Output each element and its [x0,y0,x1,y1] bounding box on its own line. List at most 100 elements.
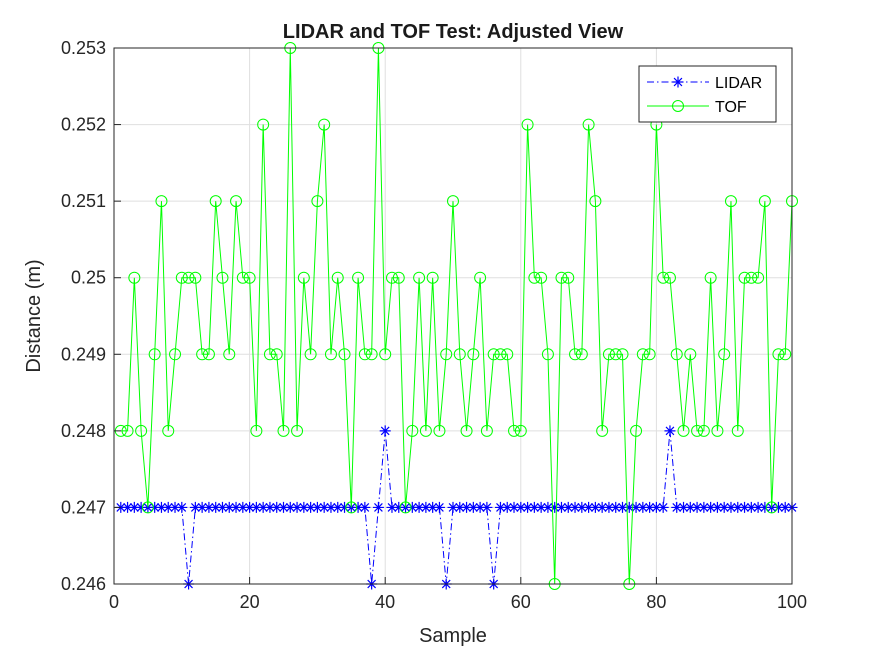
ticks: 0 20 40 60 80 100 0.246 0.247 0.248 0.249 0.25 0.25… [61,38,807,612]
data-point-lidar [122,501,134,513]
data-point-lidar [623,501,635,513]
data-point-lidar [467,501,479,513]
data-point-tof [704,271,717,284]
data-point-lidar [433,501,445,513]
data-point-tof [440,348,453,361]
data-point-lidar [461,501,473,513]
data-point-tof [494,348,507,361]
data-point-tof [582,118,595,131]
data-point-tof [209,195,222,208]
data-point-tof [331,271,344,284]
data-point-tof [718,348,731,361]
y-tick-label: 0.253 [61,38,106,58]
x-tick-label: 60 [511,592,531,612]
data-point-lidar [569,501,581,513]
data-point-tof [345,501,358,514]
data-point-tof [311,195,324,208]
data-point-tof [263,348,276,361]
x-tick-label: 40 [375,592,395,612]
data-point-tof [731,424,744,437]
data-point-lidar [244,501,256,513]
data-point-lidar [359,501,371,513]
data-point-lidar [223,501,235,513]
data-point-lidar [352,501,364,513]
data-point-lidar [745,501,757,513]
data-point-lidar [671,501,683,513]
legend-label: TOF [715,99,747,116]
data-point-lidar [705,501,717,513]
data-point-tof [413,271,426,284]
data-point-lidar [284,501,296,513]
legend-entry-lidar: LIDAR [647,75,762,92]
data-point-lidar [372,501,384,513]
data-point-lidar [678,501,690,513]
data-point-lidar [542,501,554,513]
data-point-tof [433,424,446,437]
data-point-tof [541,348,554,361]
data-point-lidar [128,501,140,513]
data-point-tof [467,348,480,361]
data-point-lidar [630,501,642,513]
legend: LIDAR TOF [638,65,777,123]
data-point-lidar [189,501,201,513]
data-point-tof [392,271,405,284]
data-point-lidar [494,501,506,513]
data-point-lidar [386,501,398,513]
data-point-lidar [420,501,432,513]
data-point-lidar [522,501,534,513]
data-point-lidar [725,501,737,513]
data-point-lidar [562,501,574,513]
data-point-tof [243,271,256,284]
data-point-lidar [311,501,323,513]
data-point-tof [514,424,527,437]
y-axis-label: Distance (m) [23,259,45,372]
data-point-tof [324,348,337,361]
data-point-lidar [298,501,310,513]
data-point-tof [636,348,649,361]
x-tick-label: 0 [109,592,119,612]
axes-background [114,48,792,584]
data-point-lidar [549,501,561,513]
x-axis-label: Sample [419,625,487,647]
data-point-tof [697,424,710,437]
data-point-tof [169,348,182,361]
data-point-tof [175,271,188,284]
data-point-tof [385,271,398,284]
data-point-tof [616,348,629,361]
data-point-tof [291,424,304,437]
data-point-lidar [772,501,784,513]
data-point-lidar [149,501,161,513]
legend-marker [672,76,684,88]
data-point-tof [602,348,615,361]
data-point-lidar [583,501,595,513]
data-point-lidar [474,501,486,513]
data-point-tof [575,348,588,361]
data-point-lidar [325,501,337,513]
y-tick-label: 0.248 [61,421,106,441]
data-point-lidar [196,501,208,513]
data-point-tof [148,348,161,361]
data-point-tof [196,348,209,361]
data-point-tof [453,348,466,361]
data-point-lidar [664,425,676,437]
data-point-tof [684,348,697,361]
data-point-tof [223,348,236,361]
data-point-lidar [176,501,188,513]
data-point-lidar [718,501,730,513]
data-point-tof [128,271,141,284]
data-point-lidar [427,501,439,513]
legend-label: LIDAR [715,75,762,92]
data-point-tof [596,424,609,437]
data-point-tof [250,424,263,437]
data-point-tof [691,424,704,437]
data-point-lidar [501,501,513,513]
data-point-tof [155,195,168,208]
data-point-lidar [617,501,628,513]
series-line-tof [120,47,793,585]
data-point-tof [528,271,541,284]
data-point-tof [141,501,154,514]
data-point-lidar [237,501,249,513]
data-point-tof [338,348,351,361]
data-point-lidar [278,501,289,513]
data-point-lidar [135,501,147,513]
